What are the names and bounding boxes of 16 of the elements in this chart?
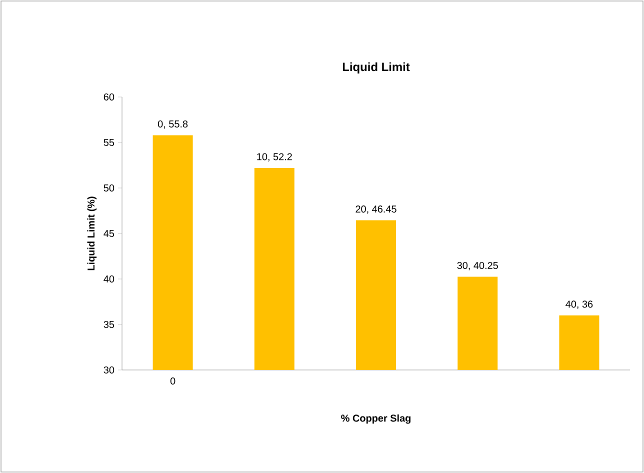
y-tick-label: 35 <box>104 320 114 328</box>
y-tick-label: 55 <box>104 139 114 146</box>
data-label: 30, 40.25 <box>457 262 498 270</box>
data-label: 40, 36 <box>566 300 593 309</box>
data-label: 0, 55.8 <box>158 120 188 129</box>
y-tick-label: 30 <box>104 366 114 374</box>
data-label: 10, 52.2 <box>257 153 292 162</box>
data-label: 20, 46.45 <box>356 206 396 214</box>
x-axis-title: % Copper Slag <box>341 414 410 424</box>
chart-title: Liquid Limit <box>342 62 410 74</box>
y-tick-label: 60 <box>104 93 114 101</box>
y-tick-label: 50 <box>104 184 114 192</box>
y-tick-label: 40 <box>104 275 114 283</box>
y-axis-title: Liquid Limit (%) <box>87 196 97 270</box>
y-tick-label: 45 <box>104 230 114 237</box>
x-tick-label: 0 <box>170 378 176 385</box>
